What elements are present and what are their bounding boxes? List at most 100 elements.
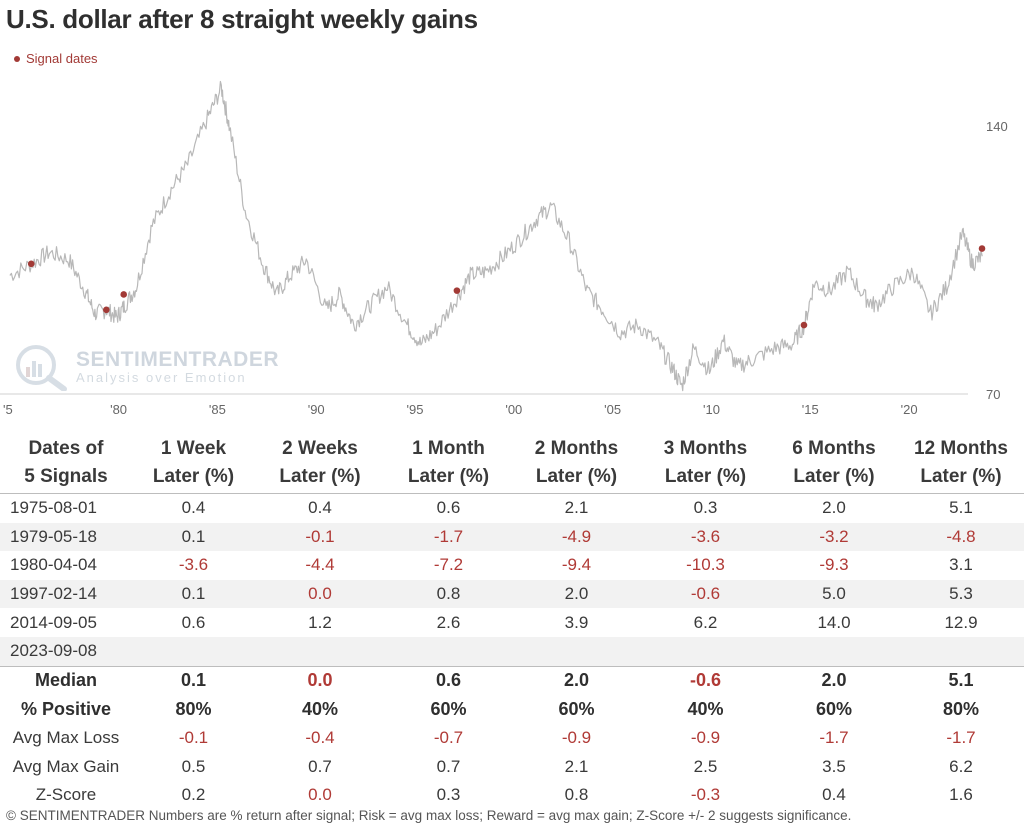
x-tick-label: '15 (802, 402, 819, 417)
summary-row: Avg Max Gain 0.5 0.7 0.7 2.1 2.5 3.5 6.2 (0, 752, 1024, 781)
table-header-row: Dates of 5 Signals 1 Week Later (%) 2 Weeks L… (0, 432, 1024, 494)
column-header-line: 1 Week (160, 438, 227, 459)
return-cell: 2.6 (436, 612, 461, 632)
column-header-line: Later (%) (407, 466, 490, 487)
summary-cell: -0.1 (178, 728, 209, 748)
return-cell: 2.0 (512, 579, 641, 609)
column-header-7: 12 Months Later (%) (898, 432, 1024, 494)
table-body: 1975-08-01 0.4 0.4 0.6 2.1 0.3 2.0 5.1 1979-05-1… (0, 494, 1024, 810)
summary-cell: 2.0 (770, 665, 898, 696)
legend-label: Signal dates (26, 51, 98, 66)
column-header-line: Dates of (28, 438, 104, 459)
return-cell: 0.1 (132, 579, 255, 609)
summary-row: % Positive 80% 40% 60% 60% 40% 60% 80% (0, 695, 1024, 724)
return-cell: -1.7 (385, 522, 512, 552)
signal-date-cell: 1980-04-04 (10, 555, 97, 575)
summary-cell: -0.3 (690, 785, 721, 805)
return-cell: 0.8 (385, 579, 512, 609)
return-cell: -3.6 (641, 522, 770, 552)
summary-cell: 80% (175, 698, 212, 719)
return-cell: -7.2 (433, 555, 464, 575)
summary-cell: 2.5 (693, 756, 718, 776)
logo-brand: SENTIMENTRADER (76, 348, 280, 371)
table-row: 1980-04-04 -3.6 -4.4 -7.2 -9.4 -10.3 -9.3 3.1 (0, 551, 1024, 580)
summary-cell: 0.6 (385, 665, 512, 696)
x-tick-label: '20 (901, 402, 918, 417)
return-cell: 6.2 (693, 612, 718, 632)
return-cell (385, 636, 512, 667)
return-cell: 0.4 (181, 498, 206, 518)
return-cell (641, 636, 770, 667)
signal-date-cell: 2014-09-05 (10, 612, 97, 632)
column-header-line: Later (%) (535, 466, 618, 487)
table-row: 2023-09-08 (0, 636, 1024, 667)
summary-label: Z-Score (35, 785, 97, 805)
summary-cell: 0.8 (564, 785, 589, 805)
return-cell: 0.3 (693, 498, 718, 518)
signal-legend-marker (14, 55, 20, 62)
x-tick-label: '95 (407, 402, 424, 417)
summary-cell: 0.3 (436, 785, 461, 805)
column-header-2: 2 Weeks Later (%) (255, 432, 385, 494)
return-cell: -9.3 (819, 555, 849, 575)
signal-point-3 (120, 291, 128, 298)
return-cell: 3.9 (564, 612, 589, 632)
column-header-line: 5 Signals (24, 466, 108, 487)
dollar-index-line (9, 80, 983, 392)
summary-cell: 2.0 (512, 665, 641, 696)
summary-cell: 0.0 (255, 665, 385, 696)
summary-cell: 0.7 (308, 756, 332, 776)
column-header-6: 6 Months Later (%) (770, 432, 898, 494)
return-cell: -0.1 (255, 522, 385, 552)
signal-point-4 (453, 287, 461, 294)
signal-date-cell: 1975-08-01 (10, 498, 97, 518)
return-cell: -3.2 (770, 522, 898, 552)
summary-cell: 0.7 (436, 756, 461, 776)
return-cell: -4.9 (512, 522, 641, 552)
column-header-line: Later (%) (920, 466, 1002, 487)
watermark-logo: SENTIMENTRADER Analysis over Emotion (14, 343, 280, 392)
summary-cell: 6.2 (949, 756, 973, 776)
column-header-1: 1 Week Later (%) (132, 432, 255, 494)
return-cell: 5.1 (949, 498, 973, 518)
table-row: 1979-05-18 0.1 -0.1 -1.7 -4.9 -3.6 -3.2 -4.8 (0, 522, 1024, 552)
logo-tagline: Analysis over Emotion (76, 370, 247, 385)
signal-date-cell: 2023-09-08 (0, 636, 132, 667)
column-header-3: 1 Month Later (%) (385, 432, 512, 494)
summary-label: Avg Max Gain (12, 756, 120, 776)
summary-row: Avg Max Loss -0.1 -0.4 -0.7 -0.9 -0.9 -1.7 -1.7 (0, 724, 1024, 753)
return-cell: -3.6 (178, 555, 209, 575)
summary-cell: -1.7 (946, 728, 976, 748)
signal-point-1 (27, 260, 35, 268)
x-tick-label: '85 (209, 402, 226, 417)
signal-date-cell: 1997-02-14 (0, 579, 132, 609)
y-tick-label: 70 (986, 387, 1000, 402)
summary-cell: 3.5 (822, 756, 846, 776)
summary-cell: 40% (301, 698, 339, 719)
return-cell (132, 636, 255, 667)
return-cell: 0.6 (181, 612, 206, 632)
x-tick-label: '10 (703, 402, 720, 417)
summary-cell: 1.6 (949, 785, 973, 805)
column-header-line: Later (%) (152, 466, 235, 487)
return-cell (898, 636, 1024, 667)
summary-cell: 2.1 (564, 756, 589, 776)
column-header-line: 3 Months (663, 438, 748, 459)
y-tick-label: 140 (986, 119, 1008, 134)
column-header-line: 6 Months (792, 438, 876, 459)
summary-row: Z-Score 0.2 0.0 0.3 0.8 -0.3 0.4 1.6 (0, 781, 1024, 810)
summary-cell: 0.1 (132, 665, 255, 696)
column-header-line: 2 Months (534, 438, 619, 459)
column-header-line: Later (%) (793, 466, 875, 487)
x-tick-label: '00 (505, 402, 522, 417)
column-header-line: 12 Months (914, 438, 1008, 459)
return-cell: 2.0 (822, 498, 846, 518)
return-cell: -4.4 (305, 555, 335, 575)
return-cell: -4.8 (898, 522, 1024, 552)
return-cell: 0.6 (436, 498, 461, 518)
summary-cell: 60% (558, 698, 595, 719)
summary-cell: -0.7 (433, 728, 464, 748)
return-cell: 0.4 (308, 498, 332, 518)
dollar-line-chart: '5 '80 '85 '90 '95 '00 '05 '10 '15 '20 70 140 (0, 80, 1008, 417)
table-row: 1975-08-01 0.4 0.4 0.6 2.1 0.3 2.0 5.1 (0, 494, 1024, 523)
